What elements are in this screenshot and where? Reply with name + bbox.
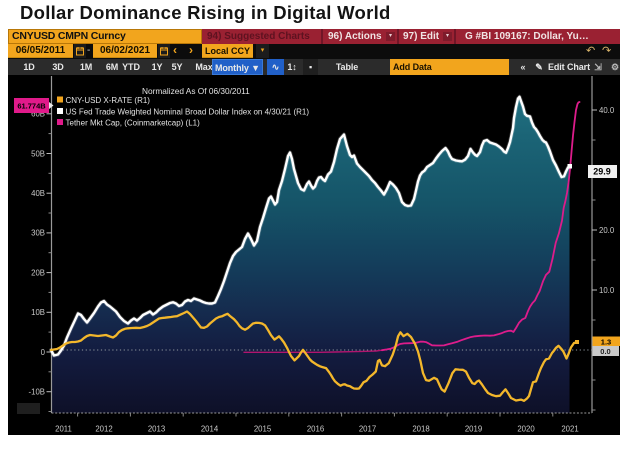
svg-text:0.0: 0.0 <box>600 347 610 356</box>
svg-text:29.9: 29.9 <box>593 167 611 177</box>
svg-text:1.3: 1.3 <box>601 337 611 346</box>
svg-text:61.774B: 61.774B <box>17 102 46 111</box>
svg-text:40B: 40B <box>31 189 45 198</box>
svg-text:50B: 50B <box>31 149 45 158</box>
svg-text:2019: 2019 <box>465 425 482 434</box>
svg-text:Normalized As Of 06/30/2011: Normalized As Of 06/30/2011 <box>142 86 250 96</box>
svg-text:20.0: 20.0 <box>599 226 615 235</box>
svg-text:2011: 2011 <box>55 425 72 434</box>
svg-text:CNY-USD X-RATE (R1): CNY-USD X-RATE (R1) <box>66 96 151 105</box>
svg-text:2012: 2012 <box>95 425 112 434</box>
svg-text:Tether Mkt Cap, (Coinmarketcap: Tether Mkt Cap, (Coinmarketcap) (L1) <box>66 119 201 128</box>
svg-text:30B: 30B <box>31 229 45 238</box>
svg-text:2020: 2020 <box>517 425 535 434</box>
svg-text:40.0: 40.0 <box>599 106 615 115</box>
svg-text:US Fed Trade Weighted Nominal: US Fed Trade Weighted Nominal Broad Doll… <box>66 108 310 117</box>
svg-text:-10B: -10B <box>29 388 45 397</box>
svg-text:20B: 20B <box>31 268 45 277</box>
svg-text:60B: 60B <box>31 110 45 119</box>
svg-text:2013: 2013 <box>148 425 165 434</box>
svg-text:2015: 2015 <box>254 425 272 434</box>
svg-text:2018: 2018 <box>412 425 429 434</box>
svg-text:0: 0 <box>41 348 46 357</box>
svg-text:10B: 10B <box>31 308 45 317</box>
svg-text:2016: 2016 <box>307 425 324 434</box>
svg-text:10.0: 10.0 <box>599 286 615 295</box>
svg-text:2021: 2021 <box>561 425 578 434</box>
svg-text:2017: 2017 <box>359 425 376 434</box>
svg-text:2014: 2014 <box>201 425 219 434</box>
